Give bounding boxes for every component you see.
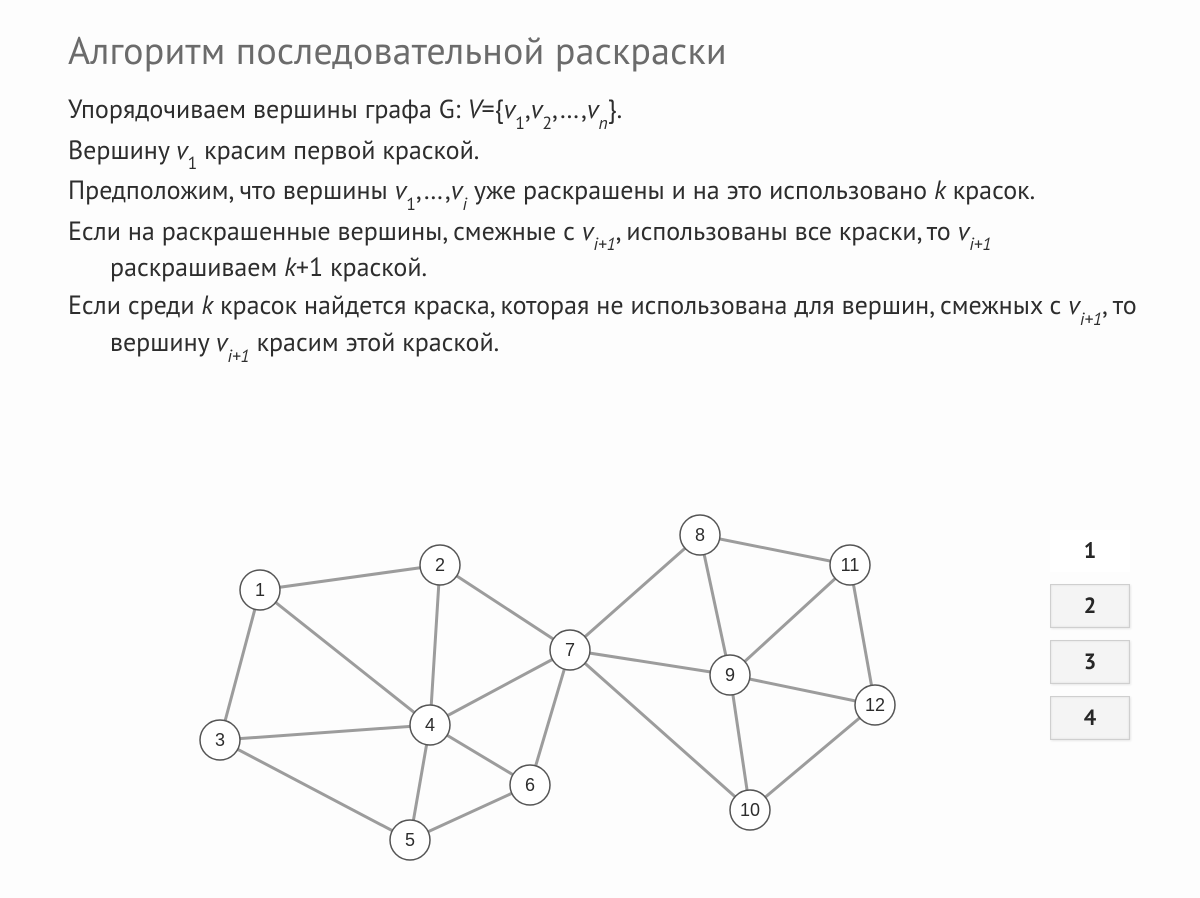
node-label: 1 xyxy=(255,580,265,600)
node-label: 4 xyxy=(425,715,435,735)
graph-edge xyxy=(730,565,850,675)
var-v: v xyxy=(395,174,407,207)
graph-node: 5 xyxy=(390,820,430,860)
graph-edge xyxy=(220,740,410,840)
graph-node: 11 xyxy=(830,545,870,585)
sub: 1 xyxy=(406,192,416,215)
node-label: 10 xyxy=(740,800,760,820)
text: Если на раскрашенные вершины, смежные с xyxy=(68,215,582,248)
node-label: 2 xyxy=(435,555,445,575)
text: уже раскрашены и на это использовано xyxy=(467,174,934,207)
text: раскрашиваем xyxy=(110,251,284,284)
node-label: 7 xyxy=(565,640,575,660)
legend-item: 2 xyxy=(1050,584,1130,628)
paragraph-4: Если на раскрашенные вершины, смежные с … xyxy=(68,215,1152,286)
sub: i+1 xyxy=(1080,307,1102,330)
var-v: v xyxy=(216,326,228,359)
graph-edge xyxy=(750,705,875,810)
text: Если среди xyxy=(68,289,201,322)
graph-edge xyxy=(260,565,440,590)
graph-edge xyxy=(850,565,875,705)
graph-node: 4 xyxy=(410,705,450,745)
text: Предположим, что вершины xyxy=(68,174,395,207)
graph-node: 8 xyxy=(680,515,720,555)
graph-edge xyxy=(260,590,430,725)
var-v: v xyxy=(176,134,188,167)
page-title: Алгоритм последовательной раскраски xyxy=(68,26,1152,75)
graph-node: 12 xyxy=(855,685,895,725)
var-k: k xyxy=(284,251,296,284)
graph-edge xyxy=(700,535,730,675)
text: красок. xyxy=(946,174,1035,207)
graph-node: 3 xyxy=(200,720,240,760)
text: ,…, xyxy=(416,174,451,207)
color-legend: 1 2 3 4 xyxy=(1050,530,1130,752)
var-v: v xyxy=(451,174,463,207)
var-k: k xyxy=(201,289,213,322)
sub: i+1 xyxy=(227,344,249,367)
var-v: v xyxy=(958,215,970,248)
var-v: v xyxy=(531,93,543,126)
node-label: 6 xyxy=(525,775,535,795)
var-V: V xyxy=(467,93,481,126)
sub: i+1 xyxy=(969,232,991,255)
var-v: v xyxy=(582,215,594,248)
var-k: k xyxy=(934,174,946,207)
node-label: 3 xyxy=(215,730,225,750)
sub: n xyxy=(598,111,607,134)
paragraph-1: Упорядочиваем вершины графа G: V={v1,v2,… xyxy=(68,93,1152,130)
node-label: 11 xyxy=(841,555,860,575)
node-label: 9 xyxy=(725,665,735,685)
var-v: v xyxy=(504,93,516,126)
text: = xyxy=(481,93,494,126)
graph-edge xyxy=(440,565,570,650)
graph-node: 7 xyxy=(550,630,590,670)
graph-edge xyxy=(530,650,570,785)
text: ,…, xyxy=(552,93,587,126)
body-text: Упорядочиваем вершины графа G: V={v1,v2,… xyxy=(68,93,1152,363)
slide: Алгоритм последовательной раскраски Упор… xyxy=(0,0,1200,898)
var-v: v xyxy=(1068,289,1080,322)
paragraph-5: Если среди k красок найдется краска, кот… xyxy=(68,289,1152,362)
sub: i xyxy=(462,192,467,215)
sub: 1 xyxy=(188,151,198,174)
graph-edge xyxy=(430,565,440,725)
paragraph-2: Вершину v1 красим первой краской. xyxy=(68,134,1152,171)
text: }. xyxy=(608,93,623,126)
node-label: 5 xyxy=(405,830,415,850)
text: красим первой краской. xyxy=(197,134,479,167)
sub: i+1 xyxy=(593,232,615,255)
graph-svg: 123456789101112 xyxy=(130,510,950,870)
graph-node: 1 xyxy=(240,570,280,610)
text: Вершину xyxy=(68,134,176,167)
graph-edge xyxy=(730,675,875,705)
legend-item: 3 xyxy=(1050,640,1130,684)
paragraph-3: Предположим, что вершины v1,…,vi уже рас… xyxy=(68,174,1152,211)
var-v: v xyxy=(587,93,599,126)
graph-diagram: 123456789101112 xyxy=(130,510,950,870)
text: +1 краской. xyxy=(296,251,427,284)
text: Упорядочиваем вершины графа G: xyxy=(68,93,467,126)
graph-node: 2 xyxy=(420,545,460,585)
text: красок найдется краска, которая не испол… xyxy=(213,289,1068,322)
graph-node: 6 xyxy=(510,765,550,805)
legend-item: 1 xyxy=(1050,530,1130,572)
node-label: 12 xyxy=(865,695,885,715)
legend-item: 4 xyxy=(1050,696,1130,740)
graph-node: 9 xyxy=(710,655,750,695)
graph-node: 10 xyxy=(730,790,770,830)
graph-edge xyxy=(700,535,850,565)
sub: 2 xyxy=(542,111,552,134)
graph-edge xyxy=(220,725,430,740)
graph-edge xyxy=(220,590,260,740)
text: , использованы все краски, то xyxy=(616,215,958,248)
graph-edge xyxy=(430,650,570,725)
graph-edge xyxy=(570,535,700,650)
text: { xyxy=(495,93,504,126)
sub: 1 xyxy=(515,111,525,134)
text: красим этой краской. xyxy=(250,326,500,359)
node-label: 8 xyxy=(695,525,705,545)
